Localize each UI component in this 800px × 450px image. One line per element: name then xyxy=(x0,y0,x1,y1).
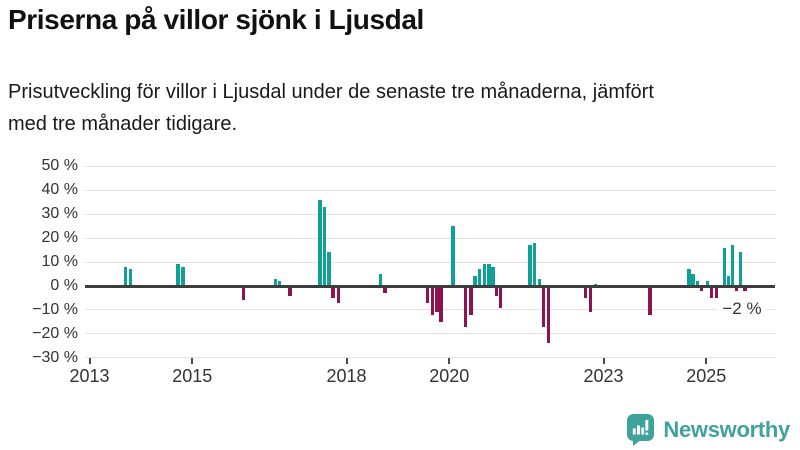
bar xyxy=(273,278,278,286)
bar xyxy=(498,286,503,308)
bar xyxy=(241,286,246,301)
y-axis-label: 50 % xyxy=(41,157,78,175)
bar xyxy=(695,281,700,286)
bar xyxy=(588,286,593,313)
bar xyxy=(463,286,468,327)
x-axis-tick xyxy=(88,357,91,364)
newsworthy-icon xyxy=(627,414,655,446)
bar xyxy=(491,266,495,286)
x-axis-tick xyxy=(191,357,194,364)
bar xyxy=(176,264,180,286)
gridline-20 xyxy=(85,237,775,239)
bar xyxy=(378,274,383,286)
bar xyxy=(546,286,551,344)
bar xyxy=(322,206,327,286)
bar xyxy=(123,266,128,286)
chart-subtitle-line2: med tre månader tidigare. xyxy=(8,113,238,135)
y-axis-label: 30 % xyxy=(41,205,78,223)
x-axis-tick xyxy=(448,357,451,364)
bar xyxy=(451,226,455,286)
bar xyxy=(699,286,704,291)
bar xyxy=(494,286,499,296)
bar xyxy=(288,286,292,296)
bar xyxy=(714,286,719,298)
bar xyxy=(722,247,727,286)
bar xyxy=(473,276,477,286)
y-axis-label: 20 % xyxy=(41,229,78,247)
x-axis-label: 2015 xyxy=(172,366,213,386)
gridline-30 xyxy=(85,213,775,215)
gridline-10 xyxy=(85,261,775,263)
last-value-annotation: −2 % xyxy=(717,299,767,319)
x-axis-label: 2020 xyxy=(429,366,470,386)
x-axis-label: 2018 xyxy=(326,366,367,386)
bar xyxy=(583,286,588,298)
bar xyxy=(648,286,652,315)
bar xyxy=(687,269,691,286)
bar xyxy=(277,281,282,286)
y-axis-label: −20 % xyxy=(32,324,78,342)
bar xyxy=(469,286,473,315)
bar xyxy=(734,286,739,291)
x-axis-tick xyxy=(345,357,348,364)
bar xyxy=(435,286,439,313)
bar xyxy=(743,286,747,291)
bar xyxy=(691,274,695,286)
bar xyxy=(738,252,743,286)
gridline--30 xyxy=(85,357,775,359)
x-axis-tick xyxy=(602,357,605,364)
bar xyxy=(327,252,331,286)
bar xyxy=(128,269,133,286)
bar xyxy=(181,266,185,286)
gridline--20 xyxy=(85,333,775,335)
bar xyxy=(482,264,486,286)
y-axis-label: −30 % xyxy=(32,348,78,366)
bar xyxy=(532,242,537,286)
bar xyxy=(331,286,335,298)
y-axis-label: 40 % xyxy=(41,181,78,199)
bar xyxy=(383,286,387,294)
bar xyxy=(730,245,735,286)
y-axis-label: 10 % xyxy=(41,253,78,271)
newsworthy-logo[interactable]: Newsworthy xyxy=(626,413,790,447)
bar xyxy=(477,269,482,286)
bar xyxy=(541,286,546,327)
page-title: Priserna på villor sjönk i Ljusdal xyxy=(8,4,424,35)
bar xyxy=(487,264,491,286)
x-axis-tick xyxy=(705,357,708,364)
x-axis-label: 2025 xyxy=(686,366,727,386)
gridline-40 xyxy=(85,189,775,191)
bar xyxy=(425,286,430,303)
gridline-50 xyxy=(85,165,775,167)
bar xyxy=(336,286,341,303)
bar xyxy=(318,199,322,286)
bar xyxy=(528,245,532,286)
bar xyxy=(537,278,541,286)
chart-subtitle-line1: Prisutveckling för villor i Ljusdal unde… xyxy=(8,81,654,103)
bar xyxy=(439,286,443,322)
gridline--10 xyxy=(85,309,775,311)
x-axis-label: 2023 xyxy=(583,366,624,386)
brand-name: Newsworthy xyxy=(663,417,790,442)
bar xyxy=(726,276,731,286)
y-axis-label: −10 % xyxy=(32,300,78,318)
y-axis-label: 0 % xyxy=(50,277,78,294)
x-axis-zero-line xyxy=(85,284,775,288)
bar xyxy=(430,286,435,315)
bar xyxy=(709,286,714,298)
x-axis-label: 2013 xyxy=(69,366,110,386)
bar xyxy=(705,281,710,286)
